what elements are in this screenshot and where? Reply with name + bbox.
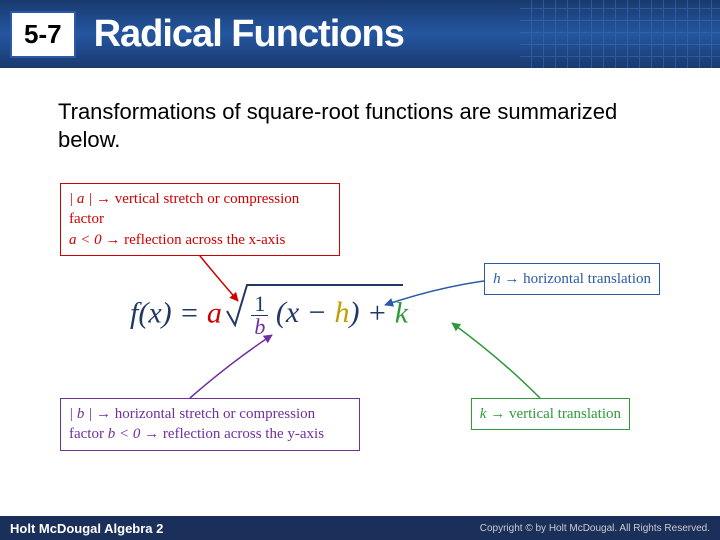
k-text: → vertical translation	[486, 406, 621, 422]
k-description-box: k → vertical translation	[471, 398, 630, 430]
a-neg-label: a < 0	[69, 232, 102, 248]
section-number: 5-7	[10, 11, 76, 58]
sqrt-expression: 1 b (x − h)	[229, 293, 359, 338]
h-text: → horizontal translation	[501, 271, 651, 287]
h-label: h	[493, 271, 501, 287]
b-abs-label: | b |	[69, 406, 92, 422]
b-neg-label: b < 0	[108, 426, 141, 442]
intro-text: Transformations of square-root functions…	[58, 98, 670, 153]
slide-title: Radical Functions	[94, 13, 404, 56]
a-abs-label: | a |	[69, 191, 92, 207]
h-description-box: h → horizontal translation	[484, 263, 660, 295]
formula-lhs: f(x) =	[130, 296, 207, 329]
main-formula: f(x) = a 1 b (x − h) + k	[130, 293, 408, 338]
b-reflect-text: → reflection across the y-axis	[140, 426, 324, 442]
slide-header: 5-7 Radical Functions	[0, 0, 720, 68]
a-description-box: | a | → vertical stretch or compression …	[60, 183, 340, 256]
slide-footer: Holt McDougal Algebra 2 Copyright © by H…	[0, 516, 720, 540]
copyright: Copyright © by Holt McDougal. All Rights…	[480, 523, 710, 534]
b-description-box: | b | → horizontal stretch or compressio…	[60, 398, 360, 451]
book-title: Holt McDougal Algebra 2	[10, 521, 163, 536]
radical-sign	[225, 281, 405, 329]
formula-a: a	[207, 296, 222, 329]
header-grid-pattern	[520, 0, 720, 68]
a-reflect-text: → reflection across the x-axis	[102, 232, 286, 248]
a-stretch-text: → vertical stretch or compression factor	[69, 191, 299, 227]
transformation-diagram: | a | → vertical stretch or compression …	[50, 183, 680, 463]
